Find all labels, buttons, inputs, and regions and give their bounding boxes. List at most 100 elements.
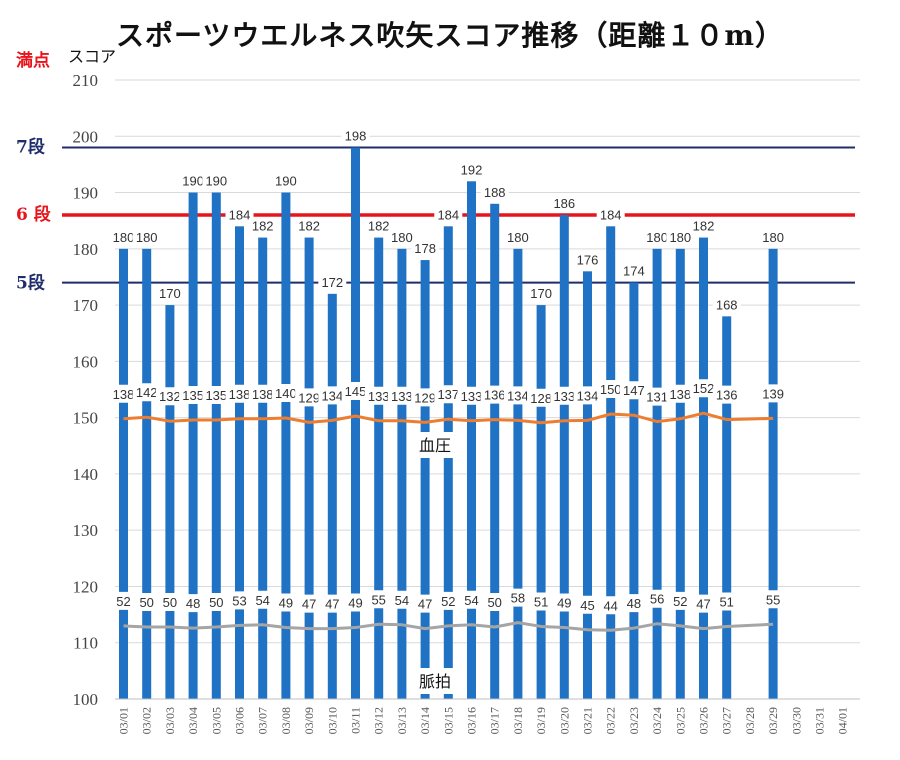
score-bar — [119, 248, 128, 699]
score-bar — [513, 248, 523, 699]
score-data-label: 180 — [391, 230, 413, 245]
score-data-label: 188 — [484, 185, 506, 200]
line-label-bg — [619, 594, 648, 613]
score-label-bg — [202, 173, 231, 189]
score-label-bg — [596, 207, 625, 223]
score-bar — [559, 215, 569, 699]
line-label-bg — [271, 593, 300, 612]
line-label-bg — [457, 386, 486, 405]
y-tick-label: 140 — [73, 465, 99, 484]
x-tick-label: 03/24 — [650, 707, 664, 734]
score-label-bg — [643, 229, 672, 245]
blood-pressure-data-label: 136 — [716, 388, 738, 403]
score-data-label: 184 — [600, 207, 622, 222]
y-axis-label: スコア — [68, 47, 116, 66]
score-bar — [258, 237, 268, 699]
line-label-bg — [759, 590, 788, 609]
x-tick-label: 03/02 — [140, 707, 154, 734]
score-bar — [629, 282, 639, 699]
blood-pressure-data-label: 147 — [623, 383, 645, 398]
pulse-data-label: 50 — [487, 595, 501, 610]
score-bar — [281, 192, 291, 699]
score-bar — [490, 203, 500, 700]
line-label-bg — [132, 383, 161, 402]
line-label-bg — [434, 385, 463, 404]
pulse-data-label: 44 — [603, 598, 617, 613]
blood-pressure-data-label: 139 — [762, 386, 784, 401]
score-label-bg — [411, 241, 440, 257]
line-label-bg — [666, 591, 695, 610]
pulse-data-label: 50 — [209, 595, 223, 610]
line-label-bg — [643, 589, 672, 608]
line-label-bg — [155, 593, 184, 611]
x-tick-label: 03/09 — [302, 707, 316, 734]
line-label-bg — [457, 590, 486, 609]
line-label-bg — [643, 387, 672, 406]
score-label-bg — [434, 207, 463, 223]
score-bar — [188, 192, 198, 699]
line-label-bg — [666, 384, 695, 403]
pulse-data-label: 51 — [534, 594, 548, 609]
line-label-bg — [759, 384, 788, 403]
blood-pressure-data-label: 138 — [113, 387, 135, 402]
x-tick-label: 03/22 — [604, 707, 618, 734]
line-label-bg — [503, 588, 532, 607]
score-data-label: 176 — [577, 252, 599, 267]
score-data-label: 186 — [553, 196, 575, 211]
score-bar — [699, 237, 708, 699]
blood-pressure-data-label: 137 — [437, 387, 459, 402]
line-label-bg — [109, 591, 138, 610]
x-tick-label: 03/14 — [418, 707, 432, 734]
pulse-data-label: 54 — [255, 593, 269, 608]
score-bars — [119, 147, 778, 700]
score-data-label: 180 — [669, 230, 691, 245]
score-bar — [675, 248, 685, 699]
y-tick-label: 110 — [73, 634, 98, 653]
pulse-data-label: 53 — [232, 593, 246, 608]
y-tick-label: 180 — [73, 240, 99, 259]
score-bar — [397, 248, 407, 699]
pulse-data-label: 55 — [766, 592, 780, 607]
blood-pressure-data-label: 133 — [391, 389, 413, 404]
line-label-bg — [689, 379, 718, 398]
x-tick-label: 03/29 — [766, 707, 780, 734]
pulse-data-label: 49 — [279, 596, 293, 611]
x-tick-label: 03/06 — [233, 707, 247, 734]
x-tick-label: 03/27 — [720, 707, 734, 734]
line-label-bg — [387, 590, 416, 609]
score-data-label: 178 — [414, 241, 436, 256]
line-label-bg — [225, 384, 254, 403]
blood-pressure-data-label: 133 — [461, 389, 483, 404]
y-tick-label: 100 — [73, 690, 99, 709]
line-label-bg — [596, 380, 625, 398]
line-label-bg — [318, 386, 347, 405]
line-label-bg — [318, 594, 347, 613]
line-label-bg — [503, 386, 532, 405]
x-tick-label: 03/23 — [627, 707, 641, 734]
score-bar — [420, 260, 430, 699]
pulse-data-label: 47 — [696, 597, 710, 612]
y-tick-label: 170 — [73, 296, 99, 315]
axes: 100 110 120 130 140 150 160 170 180 190 200 210 満点 スコ… — [16, 47, 860, 734]
line-label-bg — [712, 385, 741, 404]
x-tick-label: 03/26 — [697, 707, 711, 734]
score-data-label: 182 — [298, 219, 320, 234]
blood-pressure-data-label: 133 — [368, 389, 390, 404]
line-label-bg — [132, 593, 161, 611]
blood-pressure-data-label: 138 — [229, 387, 251, 402]
pulse-data-label: 50 — [139, 595, 153, 610]
y-tick-label: 150 — [73, 409, 99, 428]
score-data-label: 170 — [530, 286, 552, 301]
pulse-data-label: 50 — [163, 595, 177, 610]
line-label-bg — [527, 388, 556, 407]
x-tick-label: 03/11 — [349, 707, 363, 734]
x-tick-label: 03/07 — [256, 707, 270, 734]
score-label-bg — [295, 218, 324, 234]
score-bar — [536, 305, 546, 699]
score-bar — [327, 293, 337, 699]
line-label-bg — [550, 386, 579, 405]
score-bar — [583, 271, 592, 699]
line-label-bg — [550, 593, 579, 612]
line-label-bg — [573, 595, 602, 614]
